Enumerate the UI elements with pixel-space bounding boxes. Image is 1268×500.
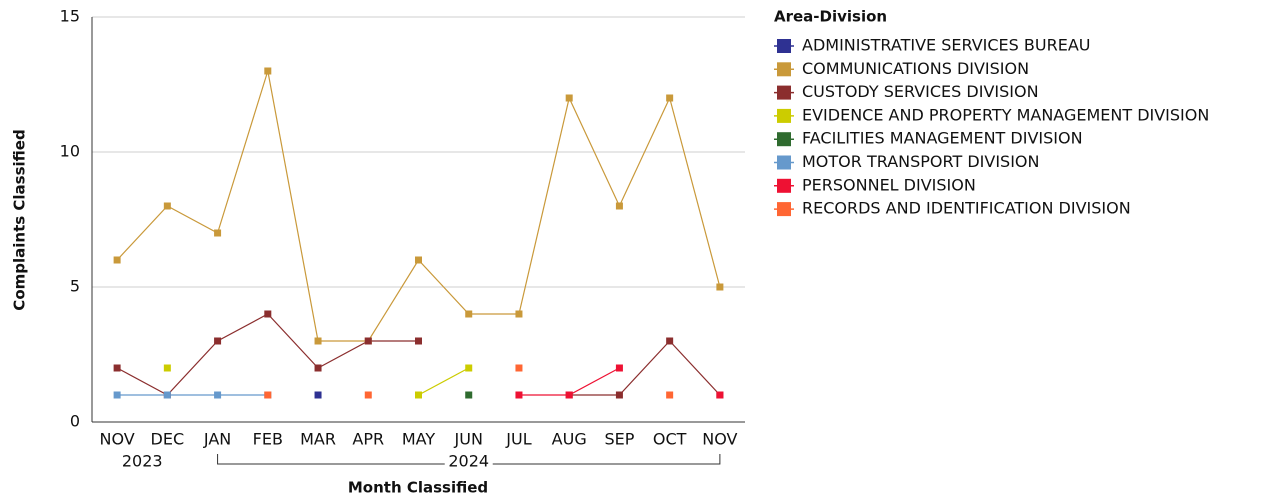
point bbox=[666, 337, 674, 345]
point bbox=[415, 256, 422, 264]
y-tick-label: 10 bbox=[60, 142, 80, 161]
point bbox=[666, 391, 674, 399]
x-tick-label: APR bbox=[352, 430, 384, 449]
year-label: 2024 bbox=[448, 452, 489, 471]
point bbox=[615, 391, 623, 399]
series-line bbox=[418, 367, 470, 396]
point bbox=[214, 391, 222, 399]
point bbox=[264, 67, 272, 75]
year-label: 2023 bbox=[122, 452, 163, 471]
legend-label: PERSONNEL DIVISION bbox=[802, 175, 976, 194]
point bbox=[615, 364, 623, 372]
year-bracket bbox=[217, 454, 721, 465]
point bbox=[515, 364, 523, 372]
y-tick-label: 5 bbox=[70, 277, 80, 296]
point bbox=[264, 310, 272, 318]
legend-label: CUSTODY SERVICES DIVISION bbox=[802, 82, 1039, 101]
series-line bbox=[116, 70, 721, 342]
legend-label: MOTOR TRANSPORT DIVISION bbox=[802, 152, 1039, 171]
series-line bbox=[519, 368, 720, 395]
point bbox=[415, 337, 422, 345]
point bbox=[364, 337, 372, 345]
legend-swatch bbox=[777, 62, 791, 77]
legend-label: COMMUNICATIONS DIVISION bbox=[802, 59, 1029, 78]
legend-title: Area-Division bbox=[774, 8, 887, 26]
point bbox=[163, 364, 171, 372]
x-tick-label: JUN bbox=[454, 430, 483, 449]
point bbox=[615, 202, 623, 210]
x-tick-label: SEP bbox=[604, 430, 634, 449]
point bbox=[465, 391, 473, 399]
point bbox=[465, 364, 473, 372]
series-line bbox=[116, 313, 721, 396]
y-tick-label: 0 bbox=[70, 412, 80, 431]
point bbox=[716, 283, 724, 291]
legend-swatch bbox=[777, 202, 791, 217]
x-tick-label: FEB bbox=[253, 430, 283, 449]
point bbox=[314, 364, 322, 372]
point bbox=[565, 94, 573, 102]
point bbox=[364, 391, 372, 399]
point bbox=[716, 391, 724, 399]
point bbox=[163, 391, 171, 399]
x-tick-label: MAY bbox=[402, 430, 436, 449]
legend-swatch bbox=[777, 178, 791, 193]
y-axis-label: Complaints Classified bbox=[11, 129, 29, 310]
legend-label: EVIDENCE AND PROPERTY MANAGEMENT DIVISIO… bbox=[802, 105, 1209, 124]
x-tick-label: OCT bbox=[653, 430, 687, 449]
point bbox=[465, 310, 473, 318]
legend-swatch bbox=[777, 39, 791, 53]
point bbox=[666, 94, 674, 102]
legend-label: ADMINISTRATIVE SERVICES BUREAU bbox=[802, 36, 1090, 55]
x-tick-label: AUG bbox=[552, 430, 587, 449]
point bbox=[314, 391, 322, 399]
y-tick-label: 15 bbox=[60, 7, 80, 26]
point bbox=[415, 391, 422, 399]
legend-swatch bbox=[777, 85, 791, 100]
x-axis-label: Month Classified bbox=[348, 479, 488, 497]
x-tick-label: DEC bbox=[151, 430, 185, 449]
point bbox=[113, 391, 121, 399]
point bbox=[515, 310, 523, 318]
legend-label: FACILITIES MANAGEMENT DIVISION bbox=[802, 129, 1083, 148]
legend-label: RECORDS AND IDENTIFICATION DIVISION bbox=[802, 199, 1131, 218]
x-tick-label: NOV bbox=[702, 430, 737, 449]
point bbox=[314, 337, 322, 345]
point bbox=[214, 229, 222, 237]
point bbox=[515, 391, 523, 399]
point bbox=[113, 256, 121, 264]
point bbox=[264, 391, 272, 399]
legend-swatch bbox=[777, 132, 791, 147]
x-tick-label: NOV bbox=[99, 430, 134, 449]
point bbox=[214, 337, 222, 345]
x-tick-label: JAN bbox=[203, 430, 231, 449]
point bbox=[113, 364, 121, 372]
x-tick-label: JUL bbox=[505, 430, 531, 449]
x-tick-label: MAR bbox=[300, 430, 336, 449]
point bbox=[163, 202, 171, 210]
legend-swatch bbox=[777, 155, 791, 170]
point bbox=[565, 391, 573, 399]
legend-swatch bbox=[777, 108, 791, 123]
